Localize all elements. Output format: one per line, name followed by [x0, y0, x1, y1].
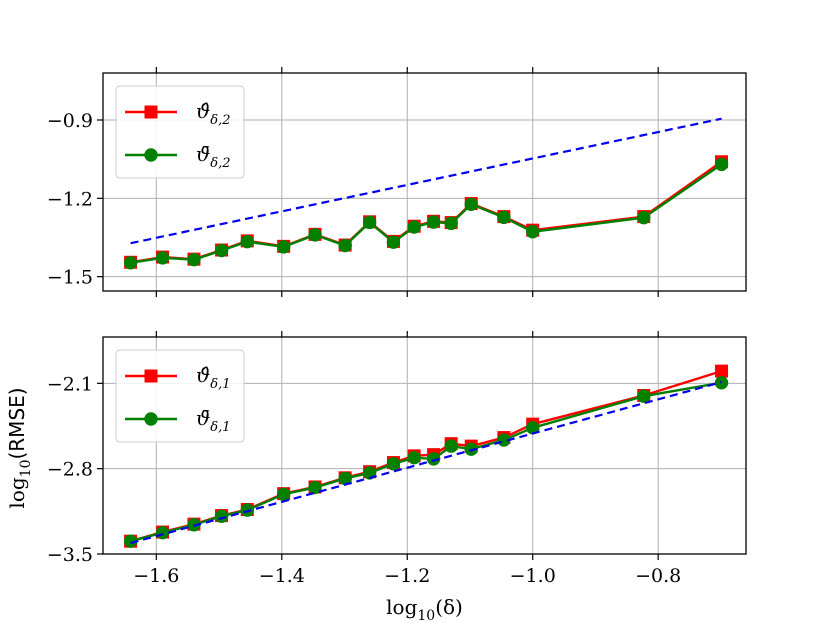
data-point-1	[308, 228, 322, 242]
x-tick-label: −1.6	[133, 565, 179, 587]
data-point-1	[362, 215, 377, 230]
legend-marker	[144, 369, 158, 383]
data-point-1	[526, 225, 540, 239]
data-point-1	[155, 525, 170, 540]
x-tick-label: −1.2	[384, 565, 430, 587]
axes-frame	[102, 72, 747, 292]
data-point-1	[155, 251, 170, 265]
legend-marker	[144, 412, 158, 426]
data-point-1	[240, 503, 254, 517]
data-point-1	[187, 252, 201, 267]
data-point-1	[464, 197, 478, 212]
data-point-1	[407, 450, 421, 465]
reference-line	[130, 381, 722, 545]
data-point-1	[637, 389, 651, 403]
x-tick-label: −0.8	[635, 565, 681, 587]
legend: ϑ̂δ,1ϑ̄δ,1	[115, 349, 245, 443]
y-axis-label: log10(RMSE)	[5, 387, 34, 508]
y-tick-label: −1.2	[47, 188, 93, 210]
data-point-1	[444, 439, 458, 453]
data-point-1	[308, 480, 322, 495]
data-point-1	[214, 509, 229, 523]
y-tick-label: −0.9	[47, 110, 93, 132]
data-point-1	[214, 243, 229, 258]
data-point-1	[407, 220, 421, 234]
data-point-1	[637, 210, 651, 225]
reference-line	[130, 117, 722, 245]
axes-frame	[102, 336, 747, 555]
data-point-1	[386, 235, 401, 249]
bottom-panel: −1.6 −1.4 −1.2 −1.0 −0.8 −3.5 −2.8 −2.1 log10(δ)…	[5, 331, 747, 623]
top-panel: −1.5 −1.2 −0.9 ϑ̂δ,2ϑ̄δ,2	[47, 67, 747, 297]
data-point-1	[123, 256, 138, 270]
legend: ϑ̂δ,2ϑ̄δ,2	[115, 85, 245, 179]
legend-marker	[144, 148, 158, 162]
data-point-1	[426, 215, 441, 229]
y-tick-label: −3.5	[47, 544, 93, 566]
data-point-1	[426, 452, 441, 466]
data-point-1	[276, 487, 291, 501]
legend-marker	[144, 105, 158, 119]
x-tick-label: −1.4	[259, 565, 305, 587]
data-point-1	[444, 216, 458, 231]
x-tick-label: −1.0	[510, 565, 556, 587]
x-axis-label: log10(δ)	[386, 595, 463, 623]
data-point-1	[386, 457, 401, 471]
data-point-1	[497, 210, 511, 225]
data-point-0	[715, 364, 729, 378]
data-point-1	[714, 157, 729, 172]
data-point-1	[338, 238, 352, 253]
y-tick-label: −1.5	[47, 267, 93, 289]
data-point-1	[240, 234, 254, 249]
data-point-1	[276, 240, 291, 254]
y-tick-label: −2.1	[47, 373, 93, 395]
y-tick-label: −2.8	[47, 459, 93, 481]
